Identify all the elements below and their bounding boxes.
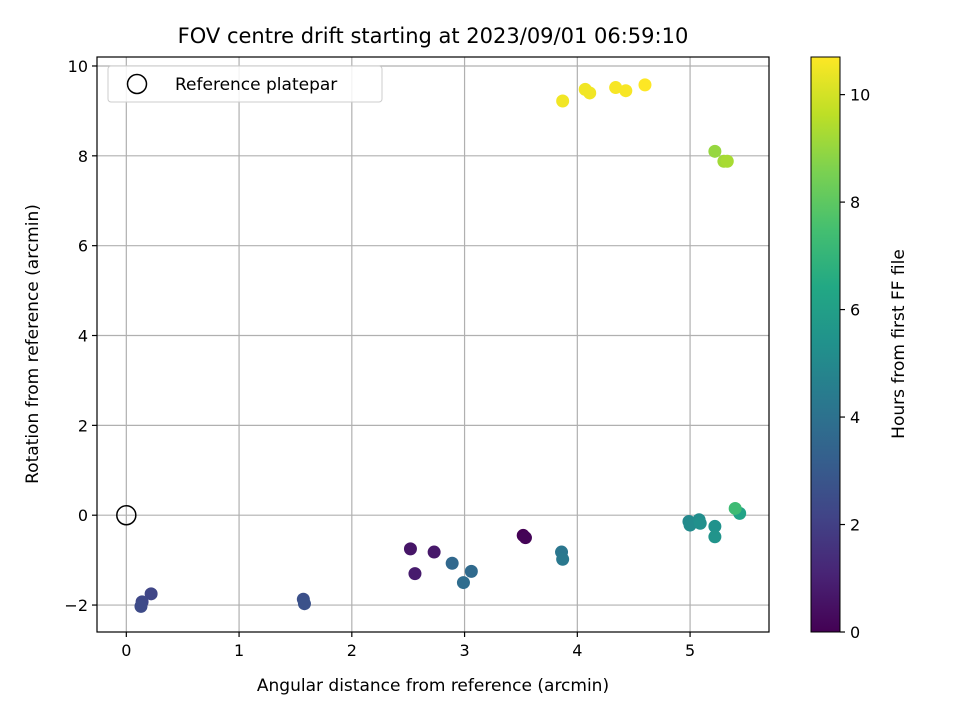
data-points <box>134 78 747 613</box>
data-point <box>556 552 570 566</box>
colorbar: 0 2 4 6 8 10 Hours from first FF file <box>810 56 909 642</box>
grid <box>97 57 769 632</box>
data-point <box>445 556 459 570</box>
x-tick-label: 2 <box>347 641 357 660</box>
colorbar-tick-label: 10 <box>850 86 870 105</box>
legend-entry-reference: Reference platepar <box>175 75 337 95</box>
y-tick-label: 10 <box>68 57 88 76</box>
y-axis-ticks: −2 0 2 4 6 8 10 <box>64 57 97 615</box>
reference-platepar-marker <box>116 504 137 526</box>
data-point <box>427 545 441 559</box>
data-point <box>464 564 478 578</box>
y-tick-label: 0 <box>78 506 88 525</box>
data-point <box>708 144 722 158</box>
x-axis-ticks: 0 1 2 3 4 5 <box>121 632 695 660</box>
data-point <box>609 81 623 95</box>
colorbar-gradient <box>810 56 841 633</box>
data-point <box>619 84 633 98</box>
data-point <box>720 154 734 168</box>
colorbar-tick-label: 0 <box>850 623 860 642</box>
colorbar-tick-label: 4 <box>850 408 860 427</box>
data-point <box>134 599 148 613</box>
data-point <box>583 86 597 100</box>
colorbar-ticks: 0 2 4 6 8 10 <box>840 86 870 642</box>
x-tick-label: 4 <box>572 641 582 660</box>
x-tick-label: 0 <box>121 641 131 660</box>
y-tick-label: 4 <box>78 327 88 346</box>
chart-title: FOV centre drift starting at 2023/09/01 … <box>178 24 689 48</box>
data-point <box>556 94 570 108</box>
data-point <box>408 567 422 581</box>
legend-box <box>107 65 383 103</box>
data-point <box>708 530 722 544</box>
y-tick-label: 2 <box>78 416 88 435</box>
colorbar-label: Hours from first FF file <box>889 249 909 439</box>
data-point <box>403 542 417 556</box>
y-tick-label: −2 <box>64 596 88 615</box>
y-tick-label: 6 <box>78 237 88 256</box>
plot-area-frame <box>96 56 770 633</box>
data-point <box>297 597 311 611</box>
data-point <box>638 78 652 92</box>
x-tick-label: 3 <box>459 641 469 660</box>
colorbar-tick-label: 8 <box>850 193 860 212</box>
data-point <box>456 576 470 590</box>
data-point <box>693 516 707 530</box>
colorbar-tick-label: 2 <box>850 516 860 535</box>
x-tick-label: 5 <box>685 641 695 660</box>
x-axis-label: Angular distance from reference (arcmin) <box>257 676 609 696</box>
y-axis-label: Rotation from reference (arcmin) <box>23 204 43 484</box>
data-point <box>144 587 158 601</box>
data-point <box>728 501 742 515</box>
legend-marker-icon <box>126 73 148 95</box>
legend: Reference platepar <box>107 65 383 103</box>
y-tick-label: 8 <box>78 147 88 166</box>
colorbar-tick-label: 6 <box>850 301 860 320</box>
data-point <box>708 519 722 533</box>
data-point <box>518 531 532 545</box>
x-tick-label: 1 <box>234 641 244 660</box>
